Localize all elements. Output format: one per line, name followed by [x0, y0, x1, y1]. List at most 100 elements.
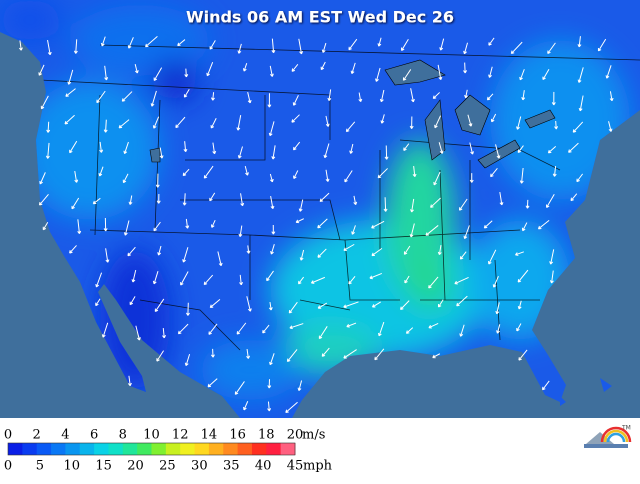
wind-arrow [297, 380, 303, 391]
mph-label: 40 [255, 459, 272, 474]
mph-label: 20 [127, 459, 144, 474]
wind-arrow [177, 323, 189, 335]
wind-arrow [384, 145, 389, 160]
wind-arrow [243, 401, 249, 411]
wind-arrow [369, 272, 382, 280]
wind-arrows [18, 36, 614, 414]
wind-arrow [578, 95, 584, 112]
wind-arrow [246, 245, 251, 254]
wind-arrow [177, 39, 186, 47]
ms-label: 2 [33, 428, 41, 443]
wind-arrow [570, 193, 578, 202]
wind-arrow [45, 142, 50, 159]
ms-unit: m/s [302, 428, 325, 443]
wind-arrow [153, 221, 161, 232]
wind-arrow [410, 198, 415, 213]
wind-arrow [459, 251, 467, 260]
wind-arrow [156, 350, 165, 362]
wind-arrow [298, 276, 305, 285]
wind-arrow [67, 69, 74, 85]
wind-arrow [208, 323, 218, 335]
wind-arrow [18, 40, 23, 51]
legend: 0 2 4 6 8 10 12 14 16 18 20m/s0 5 10 15 20 25 30 35 40 45 mp… [4, 428, 333, 474]
wind-arrow [209, 40, 216, 50]
wind-arrow [246, 348, 251, 359]
wind-arrow [552, 165, 557, 177]
legend-swatch [266, 443, 282, 455]
wind-arrow [271, 224, 276, 235]
ms-label: 10 [143, 428, 160, 443]
ms-label: 8 [119, 428, 127, 443]
wind-arrow [469, 173, 474, 183]
legend-swatch [165, 443, 181, 455]
wind-arrow [517, 145, 524, 153]
wind-arrow [183, 88, 190, 98]
wind-arrow [182, 193, 187, 206]
wind-arrow [69, 140, 78, 154]
wind-arrow [299, 249, 305, 261]
wind-arrow [236, 115, 242, 131]
wind-arrow [375, 67, 381, 82]
trademark: TM [621, 425, 631, 432]
wind-arrow [236, 322, 247, 335]
wind-arrow [344, 170, 353, 183]
wind-arrow [403, 245, 411, 255]
wind-arrow [121, 91, 133, 102]
wind-arrow [246, 296, 252, 312]
wind-arrow [295, 218, 304, 224]
wind-arrow [206, 61, 214, 77]
wind-arrow [182, 168, 190, 177]
wind-arrow [410, 88, 415, 103]
mph-label: 35 [223, 459, 240, 474]
ms-label: 4 [61, 428, 69, 443]
wind-arrow [310, 276, 326, 284]
wind-arrow [65, 88, 76, 97]
wind-arrow [185, 218, 190, 229]
wind-arrow [103, 218, 108, 232]
wind-arrow [118, 119, 130, 129]
wind-arrow [184, 353, 191, 367]
wind-arrow [488, 37, 495, 46]
wind-arrow [437, 299, 444, 308]
wind-arrow [42, 222, 49, 231]
wind-arrow [92, 197, 101, 205]
legend-swatch [137, 443, 152, 455]
wind-arrow [269, 65, 274, 77]
wind-arrow [183, 141, 188, 153]
wind-arrow [269, 173, 274, 183]
wind-arrow [289, 323, 304, 330]
wind-arrow [207, 378, 218, 388]
wind-arrow [439, 38, 445, 51]
wind-arrow [185, 302, 190, 316]
wind-arrow [180, 271, 189, 286]
wind-arrow [409, 116, 414, 129]
wind-arrow [103, 119, 108, 133]
wind-arrow [240, 193, 245, 207]
legend-swatch [180, 443, 196, 455]
wind-arrow [129, 296, 136, 306]
wind-arrow [454, 277, 469, 285]
wind-arrow [577, 67, 584, 83]
wind-arrow [469, 142, 474, 155]
wind-arrow [152, 116, 160, 129]
wind-arrow [318, 326, 328, 340]
wind-arrow [98, 166, 104, 177]
wind-arrow [154, 298, 165, 313]
wind-arrow [348, 275, 356, 285]
wind-arrow [134, 63, 139, 74]
wind-arrow [521, 90, 526, 101]
wind-arrow [437, 64, 443, 81]
wind-arrow [577, 36, 582, 48]
wind-arrow [210, 219, 216, 228]
wind-arrow [135, 325, 141, 341]
wind-arrow [156, 193, 161, 204]
wind-arrow [123, 220, 130, 236]
ms-label: 14 [201, 428, 218, 443]
legend-swatch [36, 443, 52, 455]
wind-arrow [464, 89, 469, 99]
wind-arrow [467, 114, 473, 127]
wind-arrow [432, 92, 440, 100]
wind-arrow [182, 247, 189, 263]
wind-arrow [317, 248, 327, 258]
